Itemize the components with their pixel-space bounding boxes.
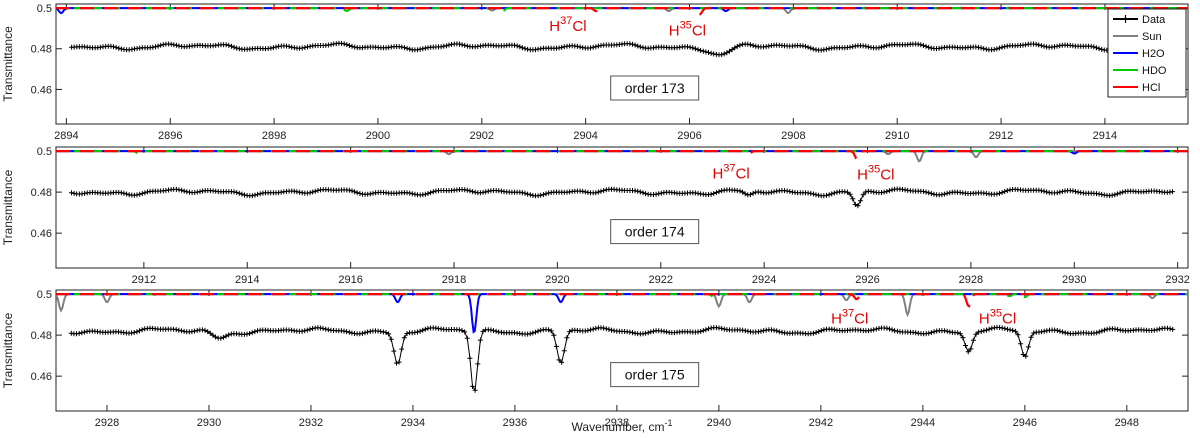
x-tick-label: 2912	[132, 274, 156, 286]
hcl-annotation: H35Cl	[669, 19, 706, 39]
x-tick-label: 2940	[707, 417, 731, 429]
plot-area	[56, 293, 1188, 393]
plot-area	[56, 6, 1188, 58]
y-tick-label: 0.46	[31, 228, 52, 240]
x-tick-label: 2914	[235, 274, 259, 286]
x-tick-label: 2896	[158, 130, 182, 142]
panel-3: 2928 2930 2932 2934 2936 2938 2940 2942 2944 2946…	[1, 289, 1189, 434]
hcl-annotation: H37Cl	[549, 15, 586, 35]
x-tick-label: 2894	[54, 130, 78, 142]
x-tick-label: 2908	[781, 130, 805, 142]
y-tick-label: 0.5	[37, 3, 52, 15]
x-tick-label: 2930	[1062, 274, 1086, 286]
data-series-markers	[68, 324, 1176, 393]
order-label-box	[610, 362, 700, 388]
x-tick-label: 2926	[855, 274, 879, 286]
axes-box	[55, 289, 1189, 412]
hdo-series-line	[56, 7, 1188, 13]
hcl-series-line	[56, 293, 1188, 308]
order-label: order 174	[625, 224, 685, 240]
x-tick-label: 2948	[1115, 417, 1139, 429]
legend-entry-label: HDO	[1142, 65, 1167, 77]
hcl-series-line	[56, 150, 1188, 161]
x-tick-label: 2906	[677, 130, 701, 142]
x-tick-label: 2944	[911, 417, 935, 429]
hcl-annotation: H37Cl	[831, 307, 868, 327]
x-tick-label: 2912	[989, 130, 1013, 142]
axes-box	[55, 146, 1189, 269]
y-axis-title: Transmittance	[1, 169, 15, 245]
y-tick-label: 0.5	[37, 289, 52, 301]
legend-entry-label: HCl	[1142, 82, 1160, 94]
x-tick-label: 2918	[442, 274, 466, 286]
y-axis-title: Transmittance	[1, 26, 15, 102]
panel-1: 2894 2896 2898 2900 2902 2904 2906 2908 2910 2912…	[1, 3, 1189, 142]
axes-box	[55, 3, 1189, 125]
x-axis-title: Wavenumber, cm-1	[572, 418, 673, 434]
legend-entry-label: Data	[1142, 14, 1166, 26]
data-series-markers	[69, 186, 1175, 209]
hcl-annotation: H35Cl	[857, 163, 894, 183]
x-tick-label: 2934	[401, 417, 425, 429]
x-tick-label: 2914	[1093, 130, 1117, 142]
x-tick-label: 2936	[503, 417, 527, 429]
legend-marker	[1121, 15, 1130, 23]
y-tick-label: 0.48	[31, 44, 52, 56]
hcl-annotation: H37Cl	[712, 162, 749, 182]
x-tick-label: 2928	[95, 417, 119, 429]
x-tick-label: 2920	[545, 274, 569, 286]
y-tick-label: 0.48	[31, 187, 52, 199]
x-tick-label: 2904	[573, 130, 597, 142]
x-tick-label: 2924	[752, 274, 776, 286]
x-tick-label: 2928	[959, 274, 983, 286]
data-series-markers	[69, 40, 1175, 58]
y-tick-label: 0.5	[37, 146, 52, 158]
x-tick-label: 2922	[649, 274, 673, 286]
x-tick-label: 2900	[366, 130, 390, 142]
legend-entry-label: Sun	[1142, 31, 1162, 43]
y-tick-label: 0.46	[31, 371, 52, 383]
order-label-box	[610, 75, 700, 101]
y-tick-label: 0.46	[31, 84, 52, 96]
x-tick-label: 2938	[605, 417, 629, 429]
panel-2: 2912 2914 2916 2918 2920 2922 2924 2926 2928 2930…	[1, 146, 1190, 286]
x-tick-label: 2916	[338, 274, 362, 286]
x-tick-label: 2942	[809, 417, 833, 429]
x-tick-label: 2946	[1013, 417, 1037, 429]
order-label: order 173	[625, 80, 685, 96]
y-tick-label: 0.48	[31, 330, 52, 342]
x-tick-label: 2932	[1165, 274, 1189, 286]
x-tick-label: 2902	[470, 130, 494, 142]
x-tick-label: 2930	[197, 417, 221, 429]
order-label-box	[610, 219, 700, 245]
legend-entry-label: H2O	[1142, 48, 1165, 60]
hcl-annotation: H35Cl	[979, 307, 1016, 327]
plot-area	[56, 150, 1188, 209]
y-axis-title: Transmittance	[1, 312, 15, 388]
x-tick-label: 2910	[885, 130, 909, 142]
x-tick-label: 2932	[299, 417, 323, 429]
x-tick-label: 2898	[262, 130, 286, 142]
order-label: order 175	[625, 367, 685, 383]
